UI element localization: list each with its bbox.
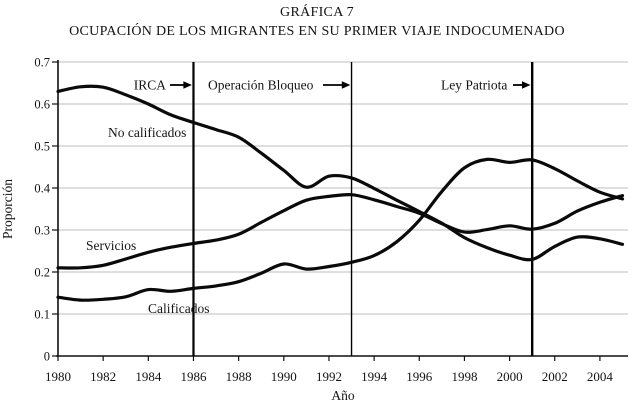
y-tick-label: 0.2 [34, 266, 50, 280]
series-label-no-calificados: No calificados [108, 125, 186, 140]
x-tick-label: 2002 [542, 369, 568, 384]
x-tick-label: 2000 [497, 369, 523, 384]
x-tick-label: 2004 [587, 369, 614, 384]
y-axis-title: Proporción [0, 179, 15, 239]
y-tick-label: 0 [44, 350, 50, 364]
event-label-irca: IRCA [134, 78, 167, 93]
series-line-servicios [56, 192, 625, 270]
arrow-head [341, 81, 351, 89]
x-tick-label: 1986 [180, 369, 207, 384]
series-line-no-calificados [56, 84, 625, 262]
x-tick-label: 1984 [135, 369, 162, 384]
arrow-icon [170, 81, 192, 89]
arrow-icon [513, 81, 531, 89]
arrow-head [183, 81, 192, 89]
y-tick-label: 0.4 [34, 182, 50, 196]
series-label-servicios: Servicios [86, 238, 136, 253]
x-tick-label: 1980 [45, 369, 71, 384]
arrow-icon [323, 81, 351, 89]
axis-ticks [52, 61, 601, 361]
gridlines [58, 61, 628, 315]
x-tick-label: 1994 [361, 369, 388, 384]
series-label-calificados: Calificados [148, 301, 209, 316]
event-label-operacion-bloqueo: Operación Bloqueo [208, 78, 314, 93]
arrow-head [521, 81, 531, 89]
y-tick-label: 0.6 [34, 98, 50, 112]
chart-title-line2: OCUPACIÓN DE LOS MIGRANTES EN SU PRIMER … [69, 24, 565, 39]
series-line-calificados [56, 157, 625, 302]
y-tick-label: 0.1 [34, 308, 50, 322]
x-axis-title: Año [331, 388, 354, 403]
y-tick-label: 0.7 [34, 56, 50, 70]
x-tick-label: 1996 [406, 369, 433, 384]
x-tick-label: 1988 [226, 369, 252, 384]
chart-title-line1: GRÁFICA 7 [280, 5, 354, 20]
x-tick-label: 1998 [451, 369, 477, 384]
y-tick-label: 0.3 [34, 224, 50, 238]
x-tick-label: 1992 [316, 369, 342, 384]
x-tick-label: 1982 [90, 369, 116, 384]
x-tick-label: 1990 [271, 369, 297, 384]
chart-title: GRÁFICA 7 OCUPACIÓN DE LOS MIGRANTES EN … [0, 3, 634, 41]
event-label-ley-patriota: Ley Patriota [441, 78, 507, 93]
y-tick-label: 0.5 [34, 140, 50, 154]
